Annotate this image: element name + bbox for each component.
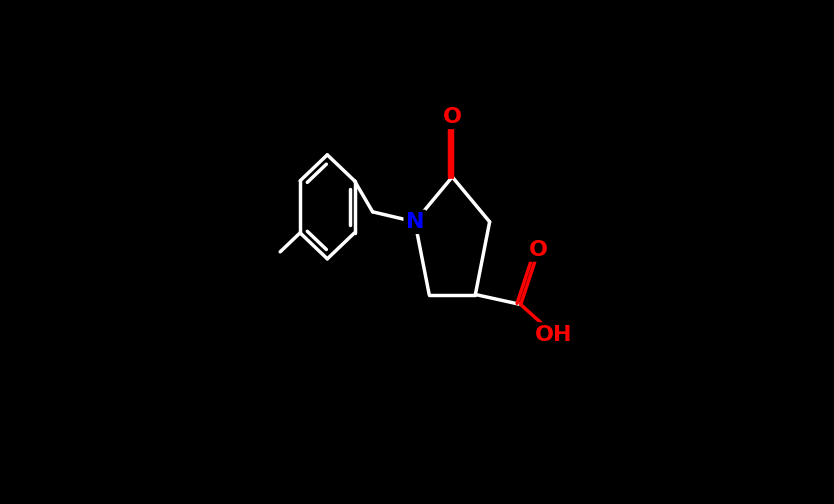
Text: O: O [530, 239, 548, 260]
Text: O: O [443, 107, 462, 127]
Text: OH: OH [535, 325, 573, 345]
Text: N: N [405, 212, 425, 232]
